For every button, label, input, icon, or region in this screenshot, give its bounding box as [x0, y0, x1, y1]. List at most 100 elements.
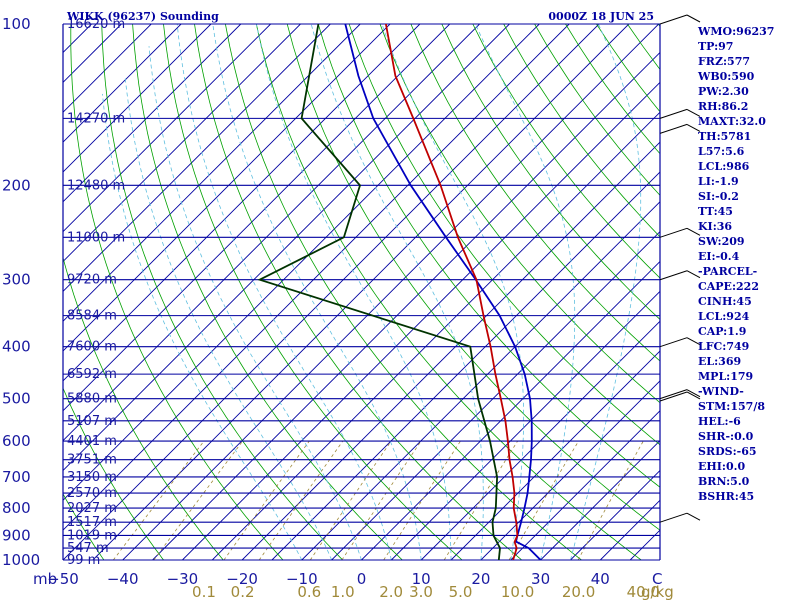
wind-barb-flag [686, 108, 701, 117]
mixing-ratio-label: 0.2 [231, 583, 255, 600]
pressure-label: 100 [2, 15, 31, 33]
isotherm-line [540, 439, 660, 560]
index-line: TP:97 [698, 40, 733, 53]
wind-barb [659, 227, 701, 238]
height-label: 8584 m [67, 309, 117, 324]
wind-barb-flag [686, 512, 701, 521]
isotherm-line [510, 410, 660, 560]
dewpoint-trace [257, 24, 501, 560]
index-line: TH:5781 [698, 130, 751, 143]
stability-indices: WMO:96237 TP:97 FRZ:577 WB0:590 PW:2.30 RH:86… [697, 25, 774, 503]
wind-barb-flag [686, 337, 701, 346]
wind-barb-shaft [659, 391, 688, 402]
pressure-label: 600 [2, 432, 31, 450]
wind-barb [659, 389, 701, 400]
index-line: SI:-0.2 [698, 190, 739, 203]
index-line: -PARCEL- [698, 265, 757, 278]
temperature-tick-label: −30 [167, 570, 199, 588]
mixing-ratio-label: 40.0 [627, 583, 660, 600]
index-line: EHI:0.0 [698, 460, 745, 473]
mixing-ratio-label: 3.0 [409, 583, 433, 600]
pressure-label: 1000 [2, 551, 40, 569]
temperature-tick-label: −40 [107, 570, 139, 588]
mixing-ratio-label: 2.0 [379, 583, 403, 600]
index-line: LFC:749 [698, 340, 749, 353]
index-line: CINH:45 [698, 295, 752, 308]
temperature-tick-label: 20 [471, 570, 490, 588]
index-line: LCL:924 [698, 310, 750, 323]
mixing-ratio-line [577, 440, 644, 560]
isotherm-line [92, 24, 630, 560]
wind-barb-flag [686, 391, 701, 400]
wind-barb [659, 391, 701, 402]
height-label: 1019 m [67, 528, 117, 543]
temperature-tick-label: 40 [591, 570, 610, 588]
isotherm-line [331, 231, 660, 560]
isotherm-line [63, 24, 480, 442]
isotherm-line [63, 24, 451, 412]
height-label: 99 m [67, 553, 100, 568]
isotherm-line [361, 260, 660, 560]
index-line: WB0:590 [697, 70, 755, 83]
isotherm-line [480, 380, 660, 560]
wind-barb [659, 270, 701, 281]
wind-barb-shaft [659, 108, 688, 119]
isotherm-line [63, 24, 540, 501]
isotherm-line [63, 24, 391, 352]
wind-barb [659, 337, 701, 348]
index-line: LI:-1.9 [698, 175, 739, 188]
height-label: 4401 m [67, 434, 117, 449]
height-label: 3150 m [67, 470, 117, 485]
temperature-tick-label: −50 [47, 570, 79, 588]
isotherm-line [391, 290, 660, 560]
isotherm-line [63, 24, 331, 292]
wind-barb-shaft [659, 14, 688, 25]
sounding-traces [257, 24, 542, 560]
mixing-ratio-label: 10.0 [501, 583, 534, 600]
parcel-trace [344, 24, 542, 560]
mixing-ratio-line [258, 440, 344, 560]
height-label: 2027 m [67, 501, 117, 516]
index-line: CAP:1.9 [698, 325, 746, 338]
pressure-unit-label: mb [33, 570, 57, 588]
isotherm-line [152, 51, 660, 560]
wind-barb-flag [686, 123, 701, 132]
index-line: STM:157/8 [698, 400, 765, 413]
height-label: 1517 m [67, 515, 117, 530]
mixing-ratio-label: 0.1 [192, 583, 216, 600]
mixing-ratio-unit-label: g/kg [641, 583, 674, 600]
index-line: LCL:986 [698, 160, 750, 173]
mixing-ratio-line [508, 440, 579, 560]
plot-area [63, 24, 660, 560]
dry-adiabat-line [782, 24, 800, 560]
wind-barb [659, 14, 701, 25]
wind-barb-shaft [659, 123, 688, 134]
height-label: 6592 m [67, 367, 117, 382]
isobars [62, 23, 661, 561]
isotherm-line [420, 320, 660, 560]
wind-barb [659, 512, 701, 523]
wind-barb-flag [686, 227, 701, 236]
wind-barb-flag [686, 270, 701, 279]
isotherm-line [182, 81, 660, 560]
pressure-label: 700 [2, 468, 31, 486]
temperature-tick-label: −10 [286, 570, 318, 588]
wind-barb-shaft [659, 270, 688, 281]
height-label: 9720 m [67, 273, 117, 288]
isotherm-line [63, 24, 182, 143]
pressure-label: 300 [2, 271, 31, 289]
index-line: FRZ:577 [698, 55, 750, 68]
temperature-tick-label: −20 [226, 570, 258, 588]
chart-background [63, 24, 660, 560]
wind-barb-flag [686, 14, 701, 23]
index-line: KI:36 [698, 220, 732, 233]
mixing-ratio-label: 20.0 [562, 583, 595, 600]
index-line: -WIND- [698, 385, 744, 398]
wind-barb [659, 108, 701, 119]
index-line: EI:-0.4 [698, 250, 740, 263]
isotherm-line [63, 24, 301, 263]
index-line: L57:5.6 [698, 145, 745, 158]
temperature-tick-label: 0 [357, 570, 367, 588]
sounding-time: 0000Z 18 JUN 25 [548, 10, 654, 23]
